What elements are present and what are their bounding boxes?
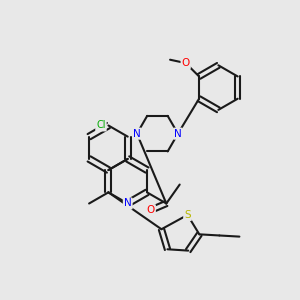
Text: N: N bbox=[174, 129, 182, 139]
Text: N: N bbox=[133, 129, 141, 139]
Text: Cl: Cl bbox=[96, 121, 106, 130]
Text: N: N bbox=[124, 199, 132, 208]
Text: O: O bbox=[147, 205, 155, 215]
Text: S: S bbox=[184, 210, 191, 220]
Text: O: O bbox=[182, 58, 190, 68]
